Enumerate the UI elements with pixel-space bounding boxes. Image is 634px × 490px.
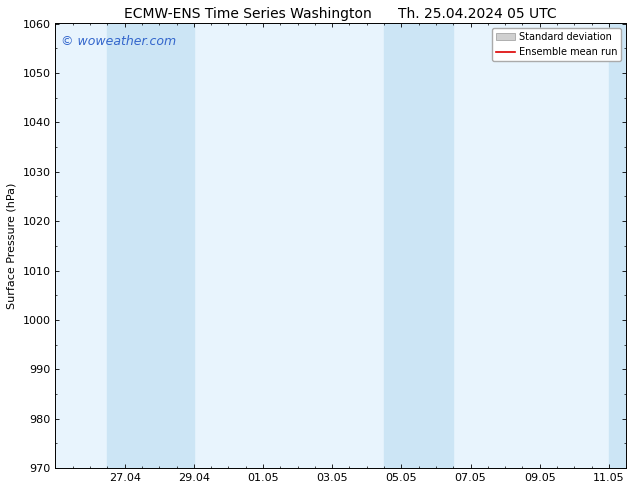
Bar xyxy=(609,24,626,468)
Bar xyxy=(107,24,194,468)
Bar xyxy=(384,24,453,468)
Legend: Standard deviation, Ensemble mean run: Standard deviation, Ensemble mean run xyxy=(491,28,621,61)
Text: © woweather.com: © woweather.com xyxy=(61,35,176,48)
Title: ECMW-ENS Time Series Washington      Th. 25.04.2024 05 UTC: ECMW-ENS Time Series Washington Th. 25.0… xyxy=(124,7,557,21)
Y-axis label: Surface Pressure (hPa): Surface Pressure (hPa) xyxy=(7,183,17,309)
